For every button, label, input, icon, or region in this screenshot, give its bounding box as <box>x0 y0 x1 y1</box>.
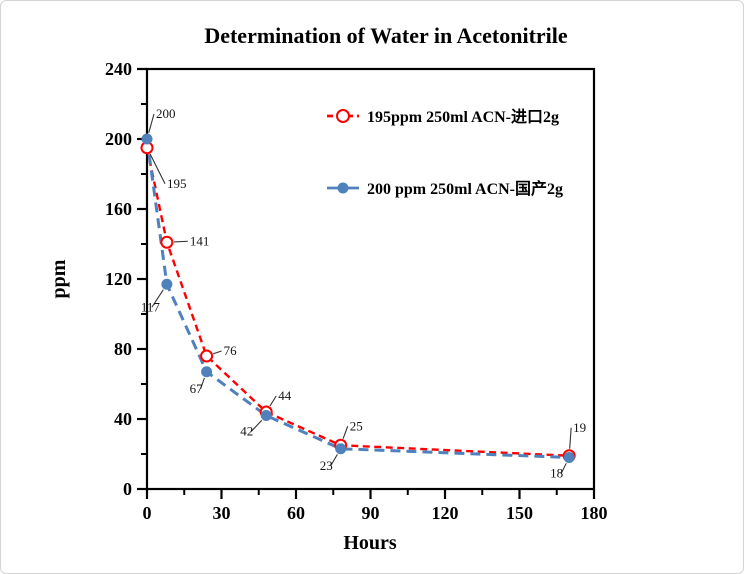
data-point-series-1 <box>260 410 272 421</box>
point-value-label: 44 <box>278 388 292 403</box>
data-point-series-1 <box>201 366 213 378</box>
point-value-label: 23 <box>320 458 333 473</box>
y-tick-label: 120 <box>105 269 132 289</box>
leader-line <box>330 454 338 467</box>
data-point-series-1 <box>161 278 173 290</box>
leader-line <box>250 419 263 432</box>
leader-line <box>213 350 222 355</box>
leader-line <box>200 377 205 389</box>
point-value-label: 18 <box>550 466 563 481</box>
legend-marker-open-circle <box>336 109 350 123</box>
x-axis-label: Hours <box>343 532 397 554</box>
data-point-series-1 <box>563 452 575 463</box>
point-value-label: 200 <box>156 106 176 121</box>
data-point-series-1 <box>335 443 347 455</box>
x-tick-label: 90 <box>362 503 380 523</box>
point-value-label: 195 <box>167 176 187 191</box>
x-tick-label: 60 <box>287 503 305 523</box>
y-tick-label: 0 <box>123 479 132 499</box>
leader-line <box>148 113 155 133</box>
leader-line <box>151 289 164 308</box>
legend-item-label: 200 ppm 250ml ACN-国产2g <box>367 179 563 198</box>
y-tick-label: 240 <box>105 59 132 79</box>
leader-line <box>569 427 572 449</box>
plot-area: 0 30 60 90 120 150 180 0 40 80 120 160 200 240 195 141 7… <box>105 59 608 523</box>
y-tick-label: 80 <box>114 339 132 359</box>
leader-line <box>173 240 188 243</box>
x-tick-label: 30 <box>213 503 231 523</box>
leader-line <box>149 153 166 184</box>
leader-line <box>269 395 277 407</box>
x-tick-label: 180 <box>581 503 608 523</box>
leader-line <box>342 426 349 439</box>
data-point-series-0 <box>200 349 214 363</box>
legend-marker-filled-circle <box>337 182 349 194</box>
series-line-1 <box>145 138 570 459</box>
point-value-label: 19 <box>573 420 586 435</box>
data-point-series-0 <box>160 235 174 249</box>
point-value-label: 42 <box>240 424 253 439</box>
series-line-0 <box>145 147 570 457</box>
y-tick-label: 160 <box>105 199 132 219</box>
data-point-series-1 <box>141 133 153 145</box>
plot-frame <box>145 67 596 491</box>
chart-title: Determination of Water in Acetonitrile <box>204 23 568 48</box>
point-value-label: 25 <box>350 418 363 433</box>
x-tick-label: 150 <box>506 503 533 523</box>
point-value-label: 117 <box>141 299 161 314</box>
y-axis-label: ppm <box>48 259 70 298</box>
x-tick-label: 0 <box>143 503 152 523</box>
y-tick-label: 40 <box>114 409 132 429</box>
y-tick-label: 200 <box>105 129 132 149</box>
point-value-label: 76 <box>224 343 238 358</box>
legend-item-label: 195ppm 250ml ACN-进口2g <box>367 108 559 126</box>
x-tick-label: 120 <box>432 503 459 523</box>
point-value-label: 67 <box>190 381 204 396</box>
leader-line <box>560 463 567 474</box>
point-value-label: 141 <box>190 233 210 248</box>
